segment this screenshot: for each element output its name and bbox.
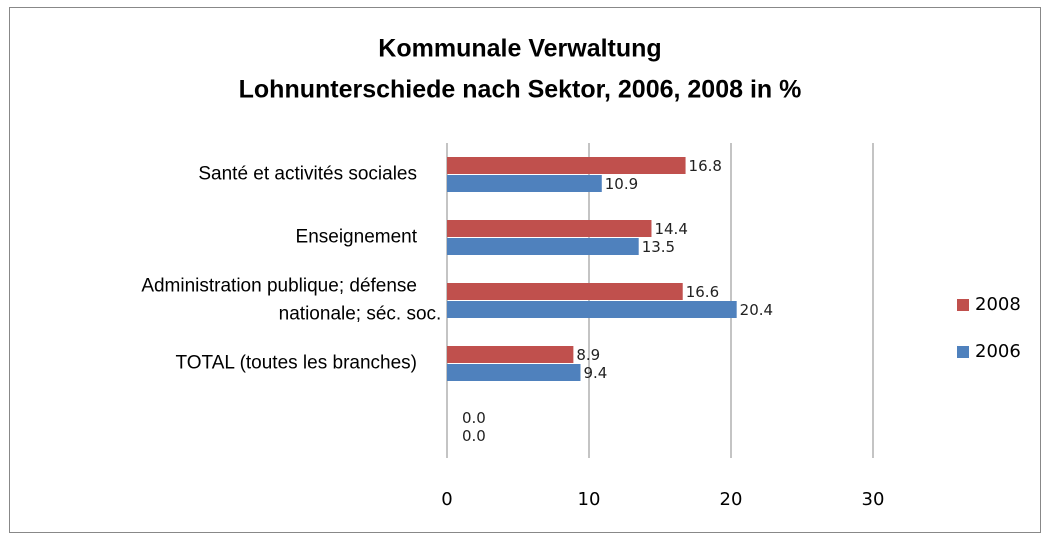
data-label: 10.9	[605, 175, 638, 193]
y-tick-label: Santé et activités sociales	[198, 164, 417, 185]
y-tick-label: Enseignement	[296, 227, 418, 248]
y-tick-label: Administration publique; défense national…	[141, 276, 441, 325]
data-label: 8.9	[576, 346, 600, 364]
legend-swatch	[957, 346, 969, 358]
bar	[447, 220, 652, 237]
data-label: 16.8	[689, 157, 722, 175]
x-tick-label: 20	[720, 489, 743, 510]
x-tick-label: 10	[578, 489, 601, 510]
x-tick-label: 30	[862, 489, 885, 510]
x-tick-label: 0	[441, 489, 452, 510]
data-label: 9.4	[583, 364, 607, 382]
bar	[447, 238, 639, 255]
y-tick-label: TOTAL (toutes les branches)	[176, 353, 417, 374]
bar	[447, 157, 686, 174]
data-label: 0.0	[462, 427, 486, 445]
data-label: 16.6	[686, 283, 719, 301]
data-label: 13.5	[642, 238, 675, 256]
legend-label: 2006	[975, 341, 1021, 362]
bar	[447, 175, 602, 192]
bar	[447, 301, 737, 318]
data-label: 14.4	[654, 220, 687, 238]
chart-title: Kommunale Verwaltung	[378, 35, 661, 63]
data-label: 20.4	[740, 301, 773, 319]
legend-label: 2008	[975, 294, 1021, 315]
data-label: 0.0	[462, 409, 486, 427]
bar	[447, 364, 581, 381]
bar	[447, 346, 574, 363]
chart-subtitle: Lohnunterschiede nach Sektor, 2006, 2008…	[239, 76, 802, 104]
chart-frame	[9, 7, 1041, 533]
legend-swatch	[957, 299, 969, 311]
bar	[447, 283, 683, 300]
